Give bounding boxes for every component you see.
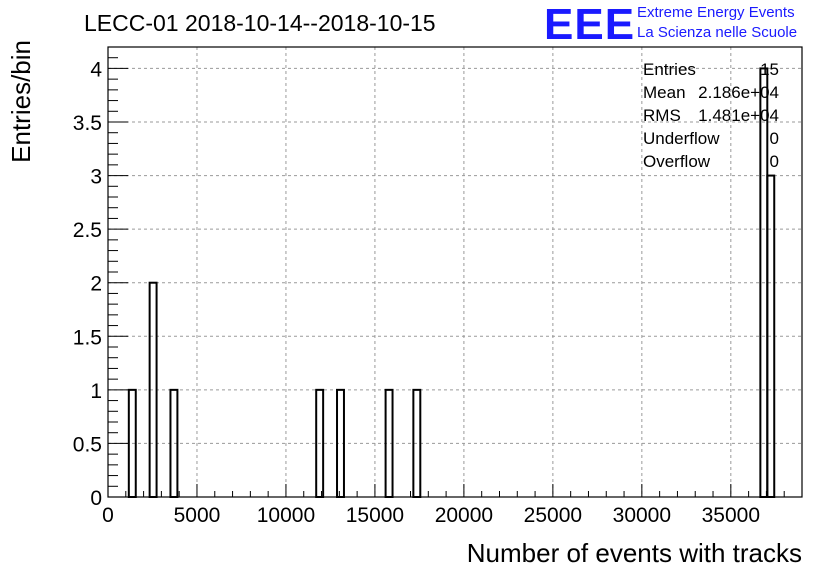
y-tick-label: 1	[90, 380, 102, 403]
stats-row-rms: RMS 1.481e+04	[643, 106, 779, 129]
y-tick-label: 4	[90, 58, 102, 81]
y-tick-label: 3	[90, 166, 102, 189]
stats-row-underflow: Underflow 0	[643, 129, 779, 152]
y-tick-label: 2	[90, 273, 102, 296]
stats-value: 15	[760, 60, 779, 79]
y-tick-label: 3.5	[73, 112, 102, 135]
logo-caption-line2: La Scienza nelle Scuole	[637, 24, 798, 41]
stats-row-mean: Mean 2.186e+04	[643, 83, 779, 106]
stats-label: RMS	[643, 106, 681, 125]
stats-row-overflow: Overflow 0	[643, 152, 779, 175]
stats-label: Underflow	[643, 129, 720, 148]
y-axis-title: Entries/bin	[6, 40, 36, 163]
stats-value: 2.186e+04	[698, 83, 779, 102]
chart-title: LECC-01 2018-10-14--2018-10-15	[84, 10, 436, 36]
eee-logo: EEE	[544, 0, 636, 49]
stats-box: Entries 15 Mean 2.186e+04 RMS 1.481e+04 …	[643, 60, 779, 175]
axis-tick-labels: 0 5000 10000 15000 20000 25000 30000 35000 0 0.5 1…	[73, 58, 760, 527]
stats-label: Overflow	[643, 152, 711, 171]
y-tick-label: 0.5	[73, 433, 102, 456]
x-tick-label: 25000	[524, 504, 582, 527]
x-tick-label: 5000	[174, 504, 221, 527]
x-tick-label: 20000	[435, 504, 493, 527]
stats-label: Entries	[643, 60, 696, 79]
x-tick-label: 35000	[702, 504, 760, 527]
x-tick-label: 30000	[613, 504, 671, 527]
y-tick-label: 2.5	[73, 219, 102, 242]
stats-label: Mean	[643, 83, 686, 102]
axis-ticks	[107, 46, 803, 498]
x-axis-title: Number of events with tracks	[467, 538, 802, 568]
x-tick-label: 10000	[257, 504, 315, 527]
stats-row-entries: Entries 15	[643, 60, 779, 83]
x-tick-label: 15000	[346, 504, 404, 527]
stats-value: 0	[769, 129, 779, 148]
stats-value: 1.481e+04	[698, 106, 779, 125]
x-tick-label: 0	[102, 504, 114, 527]
logo-caption-line1: Extreme Energy Events	[637, 4, 795, 21]
stats-value: 0	[769, 152, 779, 171]
y-tick-label: 0	[90, 487, 102, 510]
y-tick-label: 1.5	[73, 326, 102, 349]
